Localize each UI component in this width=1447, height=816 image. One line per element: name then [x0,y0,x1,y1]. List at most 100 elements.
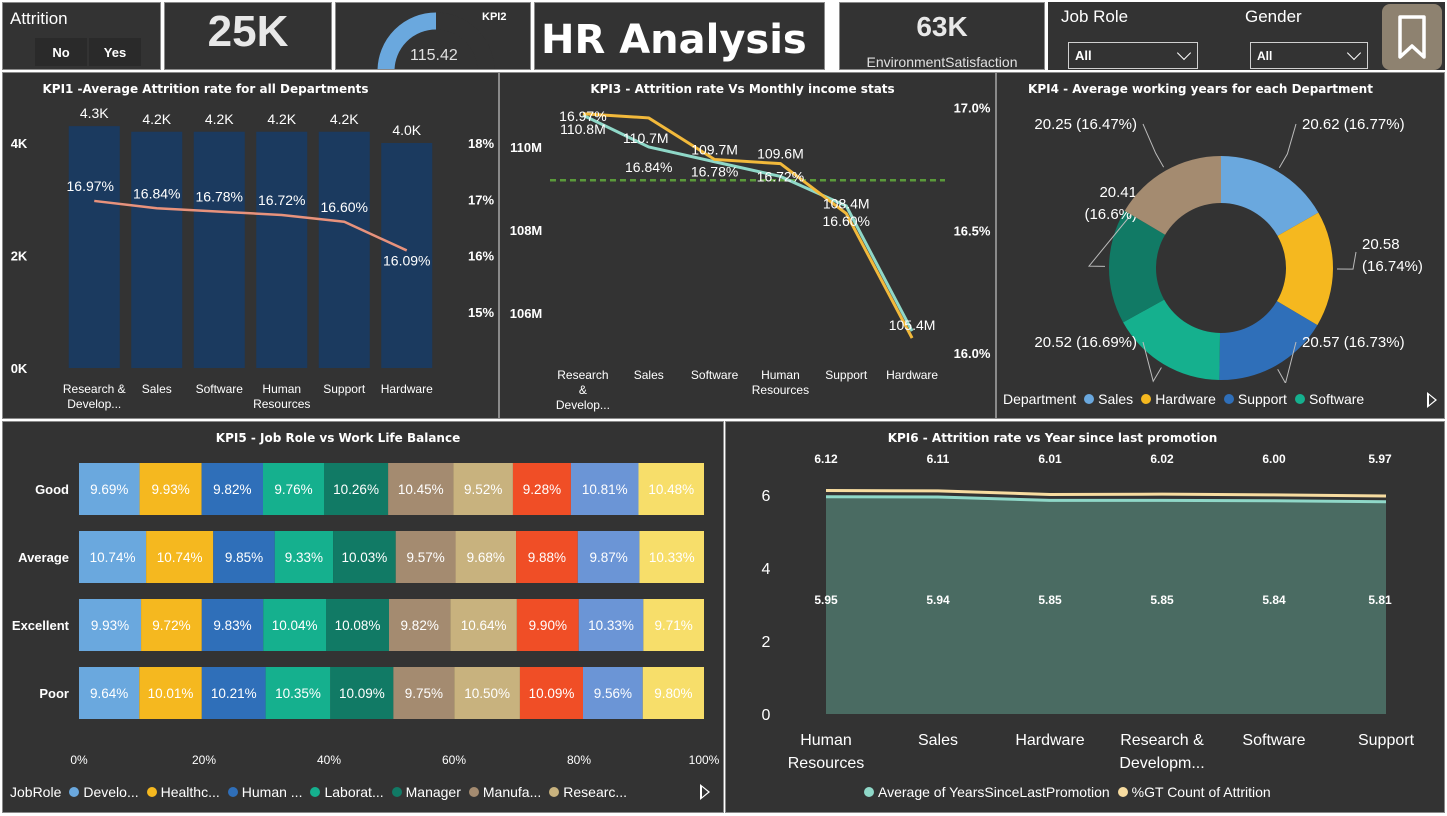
legend-label: Laborat... [324,784,384,800]
promotion-label: 5.85 [1038,593,1062,607]
x-axis-tick: Research & [63,382,126,396]
pie-slice[interactable] [1109,210,1166,323]
segment-label: 10.09% [529,686,575,701]
attrition-option-yes[interactable]: Yes [89,38,141,66]
bar[interactable] [381,143,433,368]
y-axis-tick: 106M [510,306,543,321]
legend-item[interactable]: Average of YearsSinceLastPromotion [864,784,1110,800]
legend-item[interactable]: Laborat... [310,784,384,800]
total-count-value: 25K [207,7,289,56]
stacked-segment[interactable] [577,531,640,583]
pie-slice[interactable] [1123,299,1221,380]
stacked-segment[interactable] [79,599,142,651]
legend-label: Researc... [563,784,628,800]
income-label: 110.7M [623,130,669,146]
legend-item[interactable]: %GT Count of Attrition [1117,784,1271,800]
stacked-segment[interactable] [393,667,455,719]
legend-item[interactable]: Hardware [1141,391,1216,407]
legend-item[interactable]: Sales [1084,391,1133,407]
x-axis-tick: 20% [192,753,216,767]
stacked-segment[interactable] [201,599,264,651]
bar[interactable] [68,126,120,368]
leader-line [1142,341,1162,383]
stacked-segment[interactable] [455,531,517,583]
bookmark-button[interactable] [1382,4,1442,70]
attrition-label: 16.60% [823,213,870,229]
jobrole-filter-label: Job Role [1061,7,1129,26]
stacked-segment[interactable] [324,463,389,515]
stacked-segment[interactable] [263,599,326,651]
gauge-fill [377,12,437,69]
stacked-segment[interactable] [141,599,202,651]
pie-slice[interactable] [1221,156,1319,236]
stacked-segment[interactable] [454,667,520,719]
row-label: Good [35,482,69,497]
jobrole-dropdown[interactable]: All [1068,42,1198,69]
segment-label: 9.87% [589,550,627,565]
leader-line [1142,123,1165,168]
stacked-segment[interactable] [79,667,140,719]
legend-next-icon[interactable] [1427,392,1437,408]
bar[interactable] [193,131,245,368]
stacked-segment[interactable] [389,599,451,651]
x-axis-tick: Human [262,382,301,396]
stacked-segment[interactable] [139,463,202,515]
pie-slice[interactable] [1219,301,1318,380]
stacked-segment[interactable] [274,531,334,583]
gender-dropdown[interactable]: All [1250,42,1368,69]
stacked-segment[interactable] [79,463,140,515]
y-axis-tick: 2 [762,634,771,651]
legend-item[interactable]: Support [1223,391,1287,407]
stacked-segment[interactable] [213,531,275,583]
stacked-segment[interactable] [516,531,578,583]
bar[interactable] [318,131,370,368]
stacked-segment[interactable] [570,463,639,515]
stacked-segment[interactable] [639,531,704,583]
stacked-segment[interactable] [139,667,202,719]
stacked-segment[interactable] [201,667,266,719]
stacked-segment[interactable] [512,463,571,515]
stacked-segment[interactable] [642,667,704,719]
bar[interactable] [131,131,183,368]
legend-item[interactable]: Human ... [227,784,302,800]
pie-slice[interactable] [1276,212,1333,326]
attrition-line [582,113,914,332]
stacked-segment[interactable] [146,531,214,583]
legend-item[interactable]: Software [1294,391,1364,407]
stacked-segment[interactable] [450,599,517,651]
legend-label: Average of YearsSinceLastPromotion [878,784,1110,800]
segment-label: 10.04% [272,618,318,633]
stacked-segment[interactable] [79,531,147,583]
segment-label: 9.80% [654,686,692,701]
legend-item[interactable]: Researc... [549,784,627,800]
bar-label: 4.3K [80,105,109,121]
stacked-segment[interactable] [263,463,324,515]
stacked-segment[interactable] [326,599,389,651]
line-label: 16.84% [133,185,180,201]
stacked-segment[interactable] [578,599,644,651]
stacked-segment[interactable] [265,667,331,719]
legend-next-icon[interactable] [700,784,710,800]
pie-slice[interactable] [1124,156,1221,235]
stacked-segment[interactable] [201,463,263,515]
legend-item[interactable]: Healthc... [146,784,220,800]
stacked-segment[interactable] [395,531,456,583]
segment-label: 10.48% [648,482,694,497]
promotion-label: 5.84 [1262,593,1286,607]
x-axis-tick: Human [761,368,800,382]
stacked-segment[interactable] [583,667,643,719]
legend-item[interactable]: Develo... [69,784,139,800]
legend-item[interactable]: Manager [391,784,461,800]
stacked-segment[interactable] [519,667,583,719]
stacked-segment[interactable] [330,667,394,719]
stacked-segment[interactable] [388,463,454,515]
stacked-segment[interactable] [333,531,396,583]
income-label: 110.8M [560,121,606,137]
stacked-segment[interactable] [643,599,704,651]
stacked-segment[interactable] [516,599,579,651]
stacked-segment[interactable] [638,463,705,515]
legend-item[interactable]: Manufa... [468,784,541,800]
stacked-segment[interactable] [453,463,513,515]
attrition-option-no[interactable]: No [35,38,87,66]
bar[interactable] [256,131,308,368]
